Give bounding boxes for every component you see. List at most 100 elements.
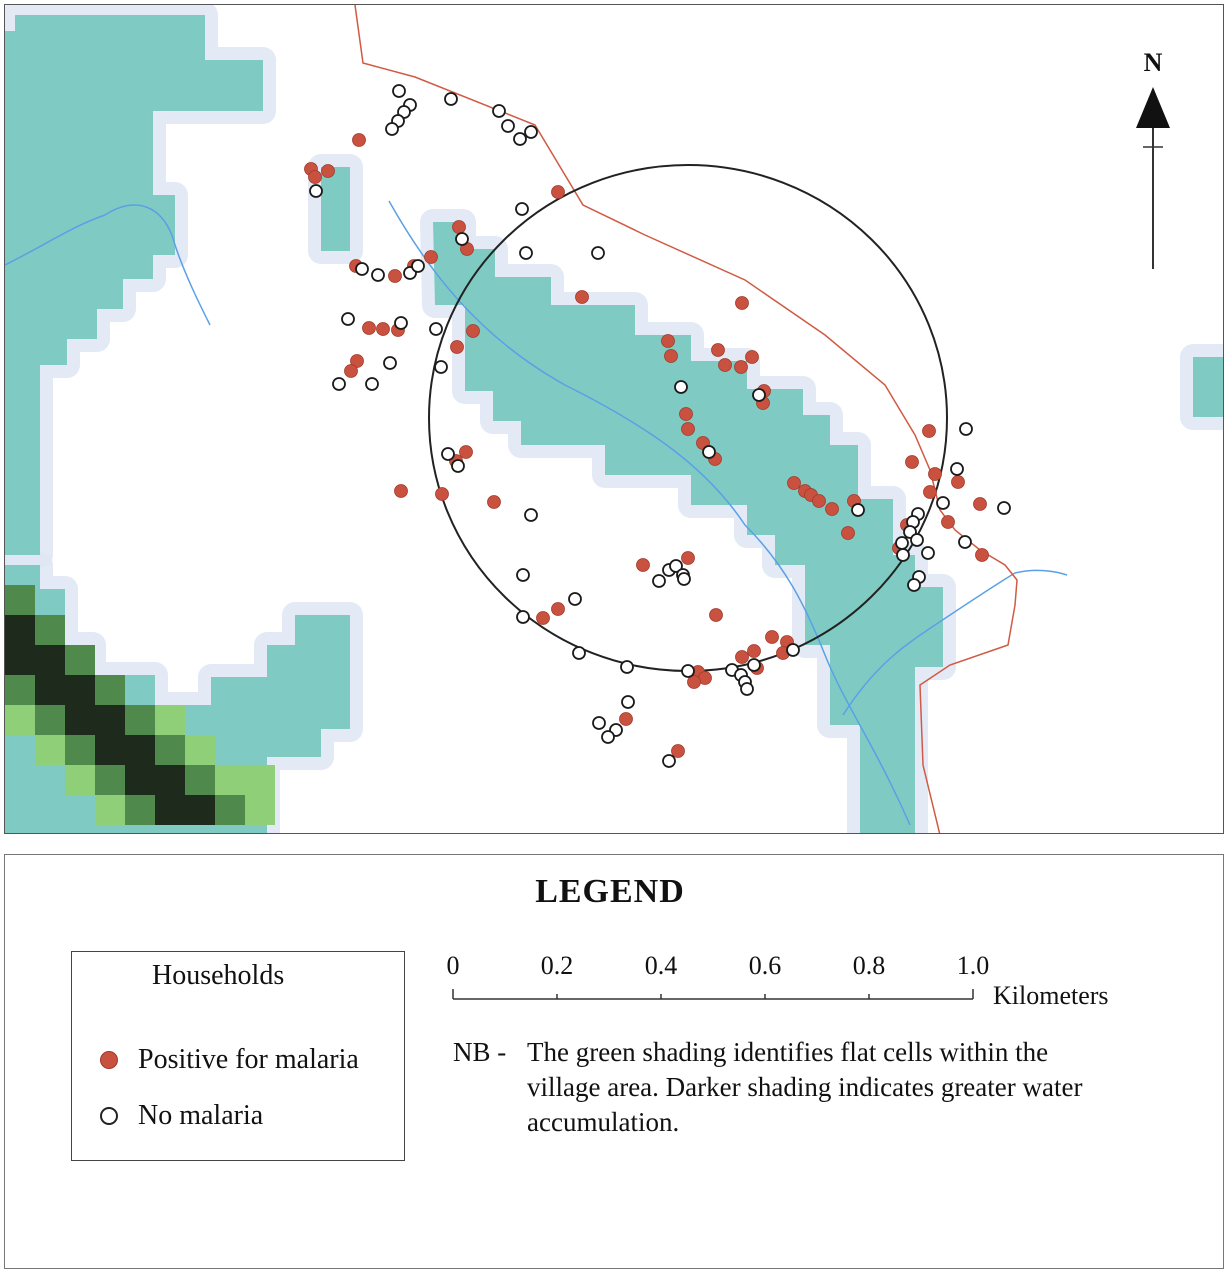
water-cell: [155, 705, 185, 735]
water-cell: [65, 705, 95, 735]
water-cell: [95, 735, 125, 765]
water-cell: [35, 615, 65, 645]
household-positive-point: [679, 407, 693, 421]
household-no-malaria-point: [519, 246, 533, 260]
water-cell: [155, 735, 185, 765]
water-cell: [65, 675, 95, 705]
household-no-malaria-point: [355, 262, 369, 276]
household-positive-point: [923, 485, 937, 499]
water-cell: [35, 675, 65, 705]
water-cell: [155, 795, 185, 825]
household-positive-point: [747, 644, 761, 658]
household-positive-point: [636, 558, 650, 572]
scale-tick-label: 0: [446, 951, 460, 980]
household-no-malaria-point: [568, 592, 582, 606]
household-no-malaria-point: [896, 548, 910, 562]
household-positive-point: [922, 424, 936, 438]
flat-cell-region: [321, 167, 350, 251]
household-no-malaria-point: [515, 202, 529, 216]
household-positive-point: [718, 358, 732, 372]
household-no-malaria-point: [702, 445, 716, 459]
water-cell: [185, 795, 215, 825]
positive-label: Positive for malaria: [138, 1044, 359, 1075]
household-no-malaria-point: [516, 610, 530, 624]
household-positive-point: [466, 324, 480, 338]
household-no-malaria-point: [740, 682, 754, 696]
household-positive-point: [435, 487, 449, 501]
water-cell: [5, 615, 35, 645]
household-positive-point: [711, 343, 725, 357]
household-no-malaria-point: [411, 259, 425, 273]
household-no-malaria-point: [524, 508, 538, 522]
scale-tick-label: 0.6: [748, 951, 782, 980]
water-cell: [125, 735, 155, 765]
household-no-malaria-point: [959, 422, 973, 436]
water-cell: [5, 675, 35, 705]
scale-unit-label: Kilometers: [993, 981, 1109, 1010]
water-cell: [5, 585, 35, 615]
household-positive-point: [459, 445, 473, 459]
household-positive-point: [928, 467, 942, 481]
positive-dot-icon: [100, 1051, 118, 1069]
households-title: Households: [152, 960, 285, 991]
household-no-malaria-point: [620, 660, 634, 674]
household-no-malaria-point: [895, 536, 909, 550]
household-positive-point: [551, 185, 565, 199]
household-no-malaria-point: [309, 184, 323, 198]
household-positive-point: [905, 455, 919, 469]
household-no-malaria-point: [921, 546, 935, 560]
household-no-malaria-point: [501, 119, 515, 133]
water-cell: [65, 765, 95, 795]
household-positive-point: [452, 220, 466, 234]
scale-tick-label: 0.4: [644, 951, 678, 980]
household-no-malaria-point: [662, 754, 676, 768]
household-positive-point: [671, 744, 685, 758]
household-positive-point: [975, 548, 989, 562]
water-cell: [95, 705, 125, 735]
household-no-malaria-point: [677, 572, 691, 586]
household-positive-point: [734, 360, 748, 374]
scale-bar: 0 0.2 0.4 0.6 0.8 1.0 Kilometers: [435, 951, 1155, 1021]
household-positive-point: [709, 608, 723, 622]
water-cell: [215, 765, 245, 795]
water-cell: [35, 705, 65, 735]
household-positive-point: [424, 250, 438, 264]
water-cell: [35, 735, 65, 765]
water-cell: [125, 765, 155, 795]
household-positive-point: [941, 515, 955, 529]
legend-item-no-malaria: No malaria: [100, 1100, 263, 1132]
household-no-malaria-point: [652, 574, 666, 588]
household-no-malaria-point: [747, 658, 761, 672]
water-cell: [245, 795, 275, 825]
household-no-malaria-point: [958, 535, 972, 549]
household-no-malaria-point: [669, 559, 683, 573]
household-positive-point: [664, 349, 678, 363]
note-prefix: NB -: [453, 1037, 507, 1067]
flat-cells: [5, 15, 1223, 833]
household-no-malaria-point: [572, 646, 586, 660]
household-positive-point: [487, 495, 501, 509]
household-positive-point: [973, 497, 987, 511]
village-map: N: [5, 5, 1223, 833]
map-panel: N: [4, 4, 1224, 834]
river-line: [842, 569, 1068, 716]
household-no-malaria-point: [455, 232, 469, 246]
household-positive-point: [350, 354, 364, 368]
north-label: N: [1144, 48, 1163, 77]
scale-tick-label: 0.8: [852, 951, 886, 980]
household-points: [304, 84, 1011, 768]
household-positive-point: [450, 340, 464, 354]
household-positive-point: [681, 551, 695, 565]
household-no-malaria-point: [674, 380, 688, 394]
household-no-malaria-point: [786, 643, 800, 657]
no-malaria-dot-icon: [100, 1107, 118, 1125]
water-cell: [35, 645, 65, 675]
household-positive-point: [551, 602, 565, 616]
water-cell: [185, 735, 215, 765]
household-no-malaria-point: [592, 716, 606, 730]
household-positive-point: [308, 170, 322, 184]
household-positive-point: [681, 422, 695, 436]
household-positive-point: [735, 296, 749, 310]
household-positive-point: [575, 290, 589, 304]
household-no-malaria-point: [681, 664, 695, 678]
